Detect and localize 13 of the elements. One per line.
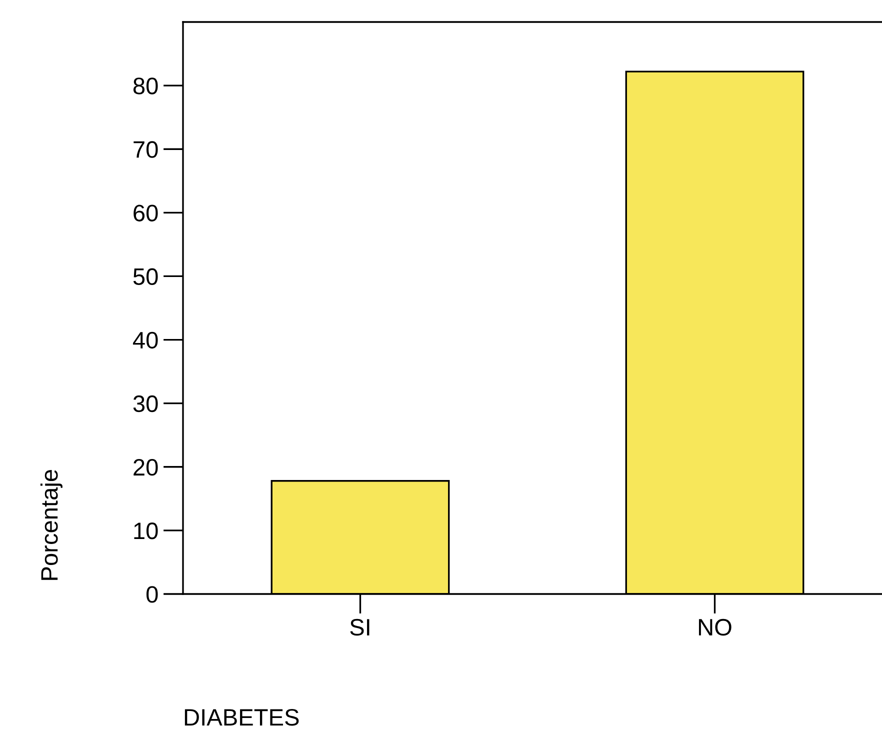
y-tick-label: 30: [133, 395, 158, 412]
y-tick-label: 20: [134, 458, 158, 476]
y-tick-label: 0: [146, 586, 158, 603]
x-tick-label: NO: [698, 618, 732, 636]
y-tick-label: 70: [134, 141, 158, 158]
y-tick-label: 80: [133, 78, 158, 94]
x-tick-label: SI: [350, 618, 370, 636]
y-tick-label: 10: [134, 522, 158, 540]
y-axis-title: Porcentaje: [40, 470, 62, 580]
y-tick-label: 60: [134, 204, 158, 222]
y-tick-label: 50: [133, 268, 158, 286]
x-axis-title: DIABETES: [184, 709, 299, 726]
y-tick-label: 40: [132, 332, 158, 349]
